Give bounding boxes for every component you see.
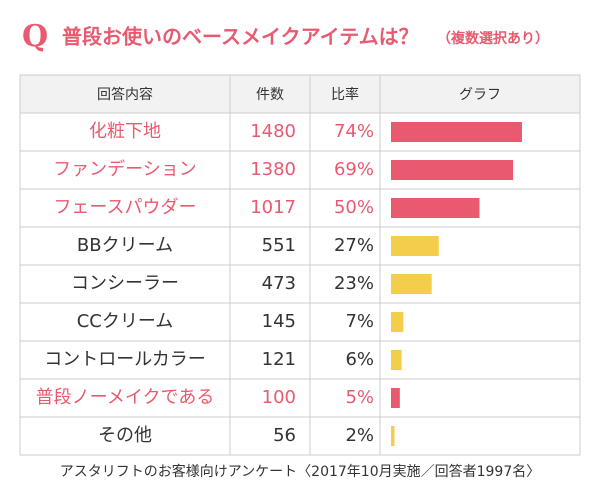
count: 145	[262, 311, 296, 332]
category-label: CCクリーム	[77, 311, 174, 332]
bar	[391, 122, 522, 142]
chart-title: 普段お使いのベースメイクアイテムは？	[62, 25, 419, 49]
count: 1017	[250, 197, 296, 218]
value-label: 2%	[345, 425, 374, 446]
bar	[391, 236, 439, 256]
count: 1480	[250, 121, 296, 142]
column-header: 比率	[331, 86, 359, 103]
bar	[391, 160, 514, 180]
column-header: 件数	[256, 87, 284, 103]
bar	[391, 274, 432, 294]
value-label: 50%	[334, 197, 374, 218]
q-mark: Q	[22, 19, 48, 54]
category-label: コントロールカラー	[44, 349, 205, 370]
bar	[391, 198, 480, 218]
value-label: 69%	[334, 159, 374, 180]
category-label: 普段ノーメイクである	[36, 387, 215, 408]
category-label: コンシーラー	[71, 273, 179, 294]
category-label: ファンデーション	[53, 159, 197, 180]
chart-subtitle: （複数選択あり）	[437, 30, 549, 47]
category-label: フェースパウダー	[53, 197, 196, 218]
value-label: 5%	[345, 387, 374, 408]
value-label: 74%	[334, 121, 374, 142]
column-header: 回答内容	[97, 86, 153, 103]
footnote: アスタリフトのお客様向けアンケート〈2017年10月実施／回答者1997名〉	[60, 463, 541, 480]
bar	[391, 350, 402, 370]
category-label: その他	[98, 425, 152, 446]
value-label: 23%	[334, 273, 374, 294]
bar	[391, 426, 395, 446]
count: 1380	[250, 159, 296, 180]
count: 121	[262, 349, 296, 370]
header-bg	[20, 75, 580, 113]
category-label: BBクリーム	[77, 235, 173, 256]
bar	[391, 312, 404, 332]
count: 551	[262, 235, 296, 256]
bar	[391, 388, 400, 408]
category-label: 化粧下地	[89, 121, 161, 142]
count: 473	[262, 273, 296, 294]
count: 56	[273, 425, 296, 446]
value-label: 27%	[334, 235, 374, 256]
column-header: グラフ	[459, 87, 501, 103]
value-label: 6%	[345, 349, 374, 370]
value-label: 7%	[345, 311, 374, 332]
count: 100	[262, 387, 296, 408]
